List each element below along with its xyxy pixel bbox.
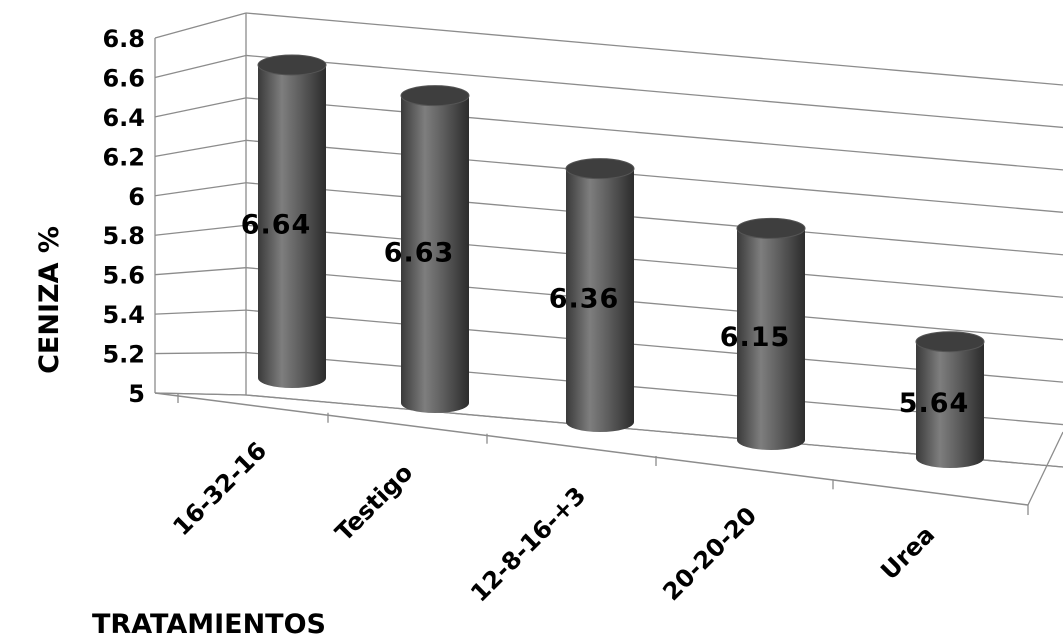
y-tick-label: 6.6	[102, 64, 145, 92]
bar: 6.63	[384, 85, 470, 413]
x-axis-title: TRATAMIENTOS	[92, 609, 326, 640]
floor-right-edge	[1027, 431, 1063, 506]
bar: 6.15	[720, 217, 806, 450]
back-gridline	[245, 97, 1063, 171]
x-category-label: Urea	[875, 520, 940, 585]
bar-top	[565, 158, 635, 180]
y-tick-label: 5	[128, 380, 145, 408]
data-label: 6.15	[720, 322, 791, 353]
x-category-label: 12-8-16-+3	[465, 481, 591, 607]
x-category-label: 16-32-16	[168, 436, 273, 541]
side-gridline	[154, 97, 247, 118]
bar-top	[915, 331, 985, 353]
data-label: 5.64	[899, 388, 970, 419]
y-tick-label: 6.2	[102, 143, 145, 171]
bar-top	[736, 217, 806, 239]
y-tick-label: 5.4	[102, 301, 145, 329]
side-gridline	[154, 224, 247, 236]
bar: 6.64	[241, 54, 327, 388]
back-gridline	[245, 54, 1063, 129]
back-gridline	[245, 182, 1063, 256]
data-label: 6.63	[384, 237, 455, 268]
y-tick-label: 5.6	[102, 262, 145, 290]
y-tick-label: 5.8	[102, 222, 145, 250]
data-label: 6.36	[549, 283, 620, 314]
bar-top	[400, 85, 470, 107]
side-gridline	[154, 309, 247, 315]
side-gridline	[154, 267, 247, 276]
bar: 5.64	[899, 331, 985, 468]
gridlines	[154, 12, 1063, 468]
bar-body	[401, 95, 469, 413]
y-axis-ticks: 5 5.2 5.4 5.6 5.8 6 6.2 6.4 6.6 6.8	[102, 25, 145, 408]
side-gridline	[154, 54, 247, 79]
x-category-label: 20-20-20	[658, 501, 763, 606]
back-gridline	[245, 224, 1063, 298]
floor-left-edge	[154, 392, 247, 396]
y-tick-label: 5.2	[102, 341, 145, 369]
side-gridline	[154, 351, 247, 355]
side-gridline	[154, 12, 247, 39]
bar-body	[258, 65, 326, 388]
back-gridline	[245, 12, 1063, 86]
data-label: 6.64	[241, 210, 312, 241]
x-axis-line	[154, 392, 1029, 506]
y-tick-label: 6.8	[102, 25, 145, 53]
bar-top	[257, 54, 327, 76]
y-tick-label: 6	[128, 183, 145, 211]
side-gridline	[154, 182, 247, 197]
back-gridline	[245, 139, 1063, 213]
side-gridline	[154, 139, 247, 157]
bar-body	[566, 168, 634, 432]
bar-body	[916, 341, 984, 468]
y-axis-title: CENIZA %	[34, 226, 65, 374]
bar: 6.36	[549, 158, 635, 432]
x-axis-categories: 16-32-16 Testigo 12-8-16-+3 20-20-20 Urea	[168, 436, 941, 607]
x-category-label: Testigo	[330, 458, 418, 546]
bar-body	[737, 228, 805, 450]
bars: 6.64 6.63 6.36 6.15 5.64	[241, 54, 985, 468]
y-tick-label: 6.4	[102, 104, 145, 132]
back-gridline	[245, 267, 1063, 341]
